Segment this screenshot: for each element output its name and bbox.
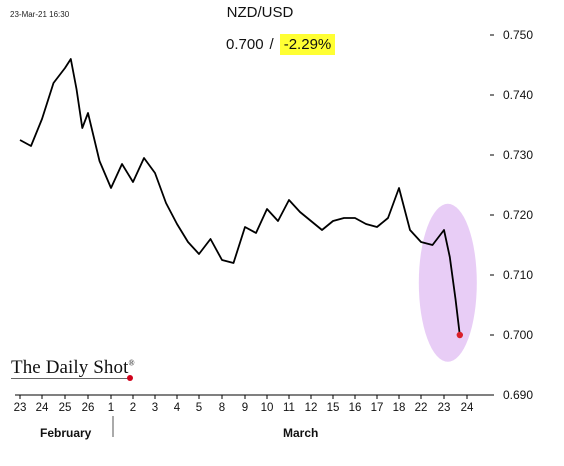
change-badge: -2.29% (279, 34, 336, 55)
y-tick-label: 0.740 (503, 88, 533, 102)
x-tick-label: 16 (349, 402, 362, 414)
x-tick-label: 5 (196, 402, 202, 414)
month-label-march: March (283, 426, 318, 440)
x-tick-label: 15 (327, 402, 340, 414)
value-box: 0.700 / -2.29% (226, 34, 336, 55)
x-tick-label: 10 (261, 402, 274, 414)
series-line-nzdusd (19, 58, 461, 336)
y-tick-label: 0.730 (503, 148, 533, 162)
y-tick-label: 0.750 (503, 28, 533, 42)
x-tick-label: 18 (393, 402, 406, 414)
month-label-february: February (40, 426, 92, 440)
x-tick-label: 25 (59, 402, 72, 414)
y-tick-label: 0.690 (503, 388, 533, 402)
x-tick-label: 2 (130, 402, 136, 414)
last-point-dot (456, 331, 464, 339)
x-tick-label: 9 (242, 402, 248, 414)
last-value: 0.700 (226, 36, 264, 53)
x-tick-label: 24 (461, 402, 474, 414)
y-tick-label: 0.700 (503, 328, 533, 342)
x-tick-label: 22 (415, 402, 428, 414)
x-tick-label: 8 (219, 402, 225, 414)
brand-name: The Daily Shot (11, 357, 129, 378)
x-tick-label: 12 (305, 402, 318, 414)
highlight-ellipse (418, 203, 477, 362)
x-tick-label: 17 (371, 402, 384, 414)
brand-mark: ® (128, 358, 135, 368)
x-tick-label: 24 (36, 402, 49, 414)
brand-underline (11, 378, 131, 379)
separator: / (269, 36, 274, 53)
y-tick-label: 0.720 (503, 208, 533, 222)
x-tick-label: 23 (438, 402, 451, 414)
x-tick-label: 11 (283, 402, 295, 414)
brand-logo: The Daily Shot® (11, 357, 135, 379)
x-tick-label: 1 (108, 402, 114, 414)
x-tick-label: 26 (82, 402, 95, 414)
y-tick-label: 0.710 (503, 268, 533, 282)
x-tick-label: 3 (152, 402, 158, 414)
x-tick-label: 4 (174, 402, 181, 414)
chart-title: NZD/USD (226, 4, 294, 21)
timestamp: 23-Mar-21 16:30 (10, 10, 70, 19)
x-tick-label: 23 (14, 402, 27, 414)
brand-dot (127, 375, 133, 381)
